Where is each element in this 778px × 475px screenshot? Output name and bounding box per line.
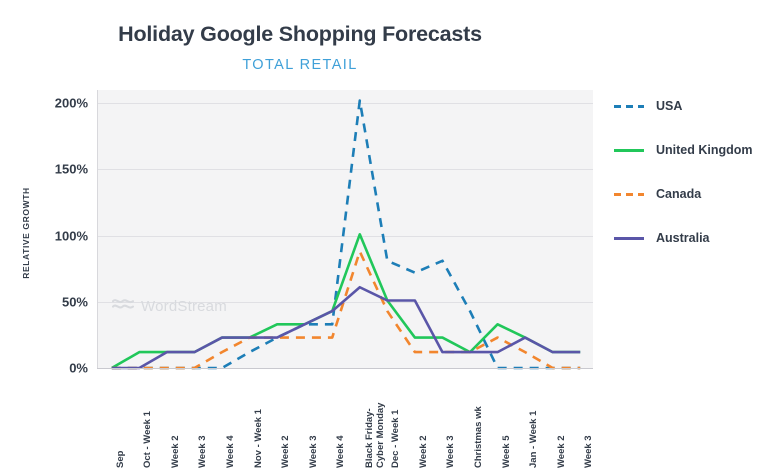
gridline — [98, 169, 593, 171]
series-lines — [111, 99, 581, 370]
x-tick-label: Week 2 — [555, 435, 567, 468]
legend-swatch-icon — [614, 236, 644, 240]
x-tick-label: Week 3 — [197, 435, 209, 468]
x-tick-label: Oct - Week 1 — [142, 411, 154, 468]
x-tick-label: Black Friday- Cyber Monday — [363, 402, 386, 468]
gridline — [98, 301, 593, 303]
series-line-united-kingdom — [111, 233, 581, 370]
y-tick-label: 200% — [54, 95, 88, 111]
legend-swatch-icon — [614, 148, 644, 152]
x-tick-label: Week 3 — [583, 435, 595, 468]
x-axis-line — [97, 368, 593, 369]
legend-swatch-icon — [614, 192, 644, 196]
gridline — [98, 103, 593, 105]
x-axis-labels: Sep Oct - Week 1 Week 2 Week 3 Week 4 Nov - W… — [97, 372, 595, 472]
page-title: Holiday Google Shopping Forecasts — [118, 22, 482, 46]
x-tick-label: Week 2 — [417, 435, 429, 468]
x-tick-label: Jan - Week 1 — [528, 410, 540, 468]
x-tick-label: Nov - Week 1 — [252, 409, 264, 468]
title-block: Holiday Google Shopping Forecasts TOTAL … — [0, 22, 600, 73]
legend-item-usa[interactable]: USA — [614, 88, 778, 124]
y-axis: RELATIVE GROWTH 0% 50% 100% 150% 200% — [0, 0, 88, 475]
x-tick-label: Christmas wk — [473, 406, 484, 468]
gridline — [98, 235, 593, 237]
x-tick-label: Week 2 — [169, 435, 181, 468]
legend-label: United Kingdom — [656, 143, 753, 157]
legend-item-united-kingdom[interactable]: United Kingdom — [614, 132, 778, 168]
legend-label: USA — [656, 99, 683, 113]
x-tick-label: Week 3 — [445, 435, 457, 468]
x-tick-label: Sep — [114, 450, 126, 468]
x-tick-label: Week 3 — [307, 435, 319, 468]
y-tick-label: 0% — [69, 360, 88, 376]
legend: USA United Kingdom Canada Australia — [614, 88, 778, 264]
y-tick-label: 150% — [54, 161, 88, 177]
legend-label: Australia — [656, 231, 710, 245]
legend-item-canada[interactable]: Canada — [614, 176, 778, 212]
legend-label: Canada — [656, 187, 702, 201]
x-tick-label: Week 4 — [335, 435, 347, 468]
series-line-canada — [111, 250, 581, 370]
x-tick-label: Week 4 — [225, 435, 236, 468]
plot-area — [97, 90, 593, 370]
y-tick-label: 100% — [54, 228, 88, 244]
chart-subtitle: TOTAL RETAIL — [242, 56, 358, 73]
x-tick-label: Week 2 — [280, 435, 292, 468]
legend-item-australia[interactable]: Australia — [614, 220, 778, 256]
series-line-usa — [111, 99, 581, 370]
legend-swatch-icon — [614, 104, 644, 108]
x-tick-label: Dec - Week 1 — [390, 409, 402, 468]
y-tick-label: 50% — [61, 294, 88, 310]
x-tick-label: Week 5 — [500, 435, 512, 468]
series-line-australia — [111, 285, 581, 370]
